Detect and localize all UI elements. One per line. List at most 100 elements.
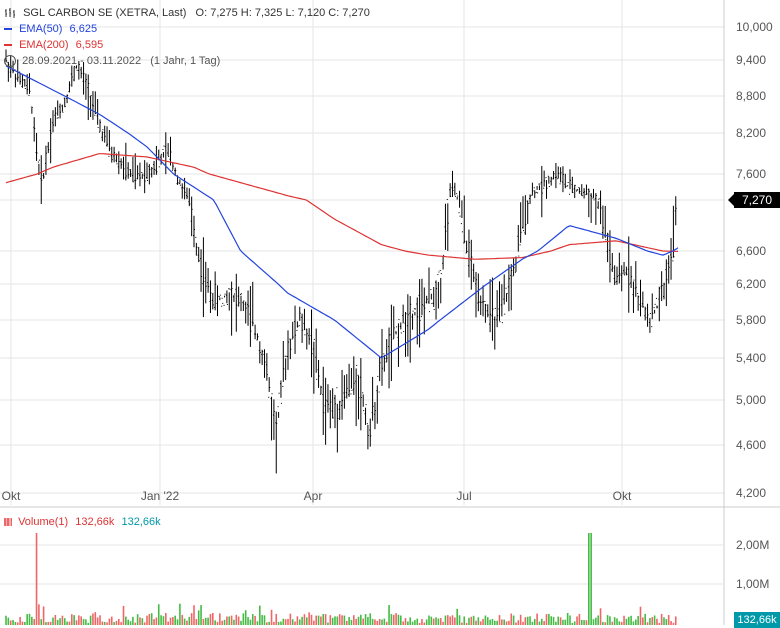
volume-bar [263, 615, 266, 625]
volume-bar [461, 622, 463, 625]
volume-bar [179, 603, 181, 625]
volume-bar [407, 621, 409, 625]
volume-bar [651, 617, 654, 625]
volume-bar [508, 620, 510, 625]
volume-bar [9, 620, 12, 625]
volume-bar [233, 619, 235, 625]
volume-bar [486, 617, 489, 625]
volume-bar [451, 615, 454, 625]
volume-bar [122, 605, 125, 625]
volume-bar [12, 619, 14, 625]
volume-bar [632, 621, 635, 625]
volume-bar [108, 618, 111, 625]
volume-bar [197, 610, 200, 625]
volume-bar [381, 619, 383, 625]
ema200-legend: EMA(200) 6,595 [4, 38, 103, 52]
volume-bar [49, 621, 52, 625]
volume-bar [148, 613, 151, 625]
volume-bar [94, 612, 97, 625]
volume-bar [259, 605, 261, 625]
volume-bar [61, 615, 64, 625]
volume-bar [266, 622, 268, 625]
volume-bar [103, 621, 106, 625]
volume-bar [545, 614, 548, 625]
volume-bar [244, 610, 247, 625]
volume-bar [160, 615, 162, 625]
chart-title: SGL CARBON SE (XETRA, Last) [23, 7, 187, 20]
volume-bar [219, 613, 221, 625]
volume-bar [583, 620, 585, 625]
ema200-label: EMA(200) [19, 39, 69, 52]
volume-bar [92, 613, 94, 625]
volume-bar [110, 616, 113, 625]
volume-bar [125, 616, 127, 625]
volume-bar [139, 617, 141, 625]
volume-bar [303, 614, 306, 625]
volume-bar [442, 621, 444, 625]
volume-bar [364, 614, 367, 625]
volume-bar [432, 618, 435, 625]
volume-bar [425, 619, 428, 625]
volume-bar [348, 617, 350, 625]
volume-bar [555, 621, 557, 625]
volume-bar [653, 615, 656, 625]
volume-bar [482, 618, 484, 625]
volume-bar [157, 604, 160, 625]
volume-bar [609, 616, 611, 625]
volume-bar [280, 621, 282, 625]
volume-bar [56, 619, 59, 625]
volume-bar [468, 617, 470, 625]
volume-bar [16, 622, 19, 625]
price-candles [5, 49, 677, 474]
volume-bar [475, 620, 477, 625]
volume-bar [247, 617, 249, 625]
price-tick-label: 6,200 [736, 277, 766, 291]
volume-bar [597, 615, 599, 625]
ohlc-icon [5, 8, 15, 19]
volume-bar [237, 616, 240, 625]
volume-bar [308, 612, 310, 625]
volume-bar [416, 618, 419, 625]
volume-bar [660, 613, 663, 625]
volume-bar [141, 618, 144, 625]
volume-bar [449, 616, 451, 625]
price-tick-label: 7,600 [736, 167, 766, 181]
volume-bar [329, 615, 332, 625]
volume-bar [63, 618, 66, 625]
volume-bar [350, 619, 353, 625]
volume-bar [355, 618, 357, 625]
volume-bar [162, 616, 165, 625]
volume-bar [75, 620, 78, 625]
volume-bar [287, 618, 289, 625]
volume-bar [176, 619, 179, 625]
price-tick-label: 6,600 [736, 244, 766, 258]
volume-bar [291, 619, 294, 625]
volume-bar [254, 615, 256, 625]
volume-bar [167, 621, 169, 625]
volume-bar [369, 613, 372, 625]
volume-bar [207, 617, 209, 625]
volume-bar [674, 616, 677, 625]
volume-bar [639, 606, 642, 625]
volume-bar [127, 619, 129, 625]
volume-bar [341, 615, 343, 625]
price-tick-label: 10,000 [736, 20, 773, 34]
volume-bar [172, 617, 174, 625]
volume-bar [209, 614, 212, 625]
volume-bar [548, 613, 550, 625]
volume-bar [578, 614, 581, 625]
volume-bar [522, 621, 524, 625]
volume-bar [536, 613, 538, 625]
volume-bar [33, 619, 35, 625]
volume-bar [212, 613, 214, 625]
chart-title-row: SGL CARBON SE (XETRA, Last) O: 7,275 H: … [4, 6, 370, 20]
last-volume-tag: 132,66k [734, 612, 780, 628]
volume-bar [465, 622, 468, 625]
ema200-swatch [4, 44, 12, 47]
volume-bar [531, 621, 534, 625]
volume-bar [155, 617, 158, 625]
volume-bar [376, 620, 379, 625]
volume-bar [392, 614, 395, 625]
volume-bar [296, 616, 299, 625]
